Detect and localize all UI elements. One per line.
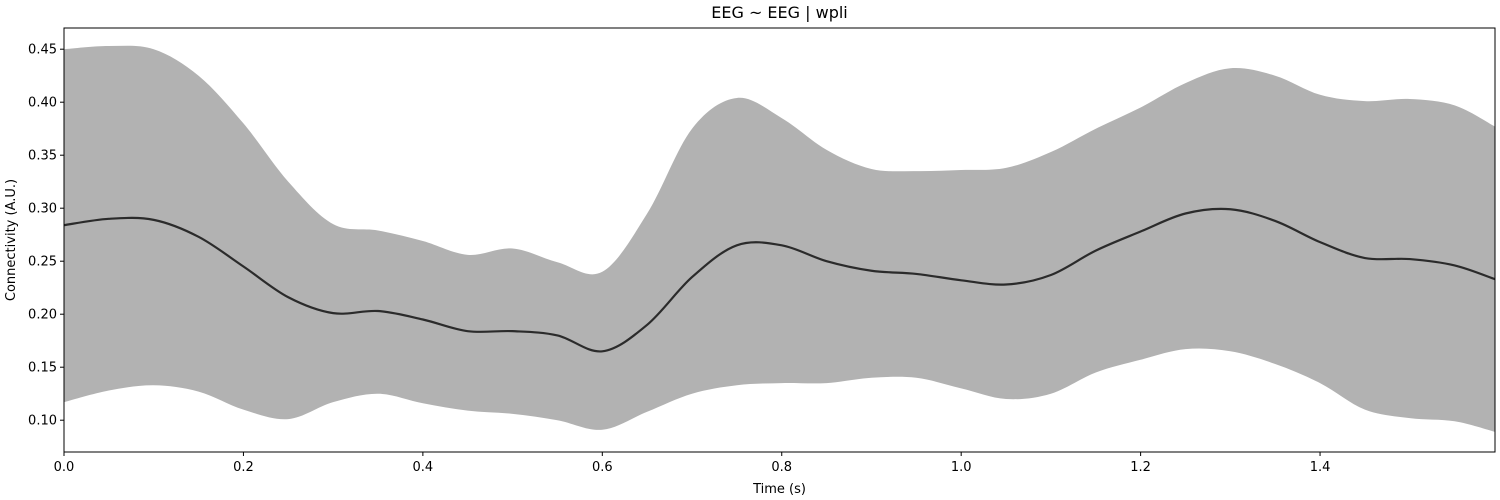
x-tick-label: 1.0 [951, 460, 972, 475]
mean-line [63, 207, 1496, 353]
y-axis: 0.10 0.15 0.20 0.25 0.30 0.35 0.40 0.45 [28, 43, 64, 429]
y-axis-label: Connectivity (A.U.) [4, 179, 19, 301]
x-tick-label: 1.4 [1310, 460, 1331, 475]
x-tick-label: 0.2 [233, 460, 254, 475]
x-tick-label: 0.0 [54, 460, 75, 475]
y-tick-label: 0.10 [28, 414, 57, 429]
x-axis: 0.0 0.2 0.4 0.6 0.8 1.0 1.2 1.4 [54, 452, 1331, 475]
x-axis-label: Time (s) [752, 482, 806, 497]
x-tick-label: 0.4 [413, 460, 434, 475]
chart-title: EEG ~ EEG | wpli [711, 3, 848, 22]
x-tick-label: 0.6 [592, 460, 613, 475]
y-tick-label: 0.20 [28, 308, 57, 323]
x-tick-label: 0.8 [771, 460, 792, 475]
confidence-band [64, 45, 1495, 432]
y-tick-label: 0.40 [28, 96, 57, 111]
plot-area [63, 45, 1496, 432]
y-tick-label: 0.15 [28, 361, 57, 376]
y-tick-label: 0.30 [28, 202, 57, 217]
x-tick-label: 1.2 [1130, 460, 1151, 475]
y-tick-label: 0.35 [28, 149, 57, 164]
y-tick-label: 0.25 [28, 255, 57, 270]
axes-frame [63, 27, 1496, 453]
y-tick-label: 0.45 [28, 43, 57, 58]
